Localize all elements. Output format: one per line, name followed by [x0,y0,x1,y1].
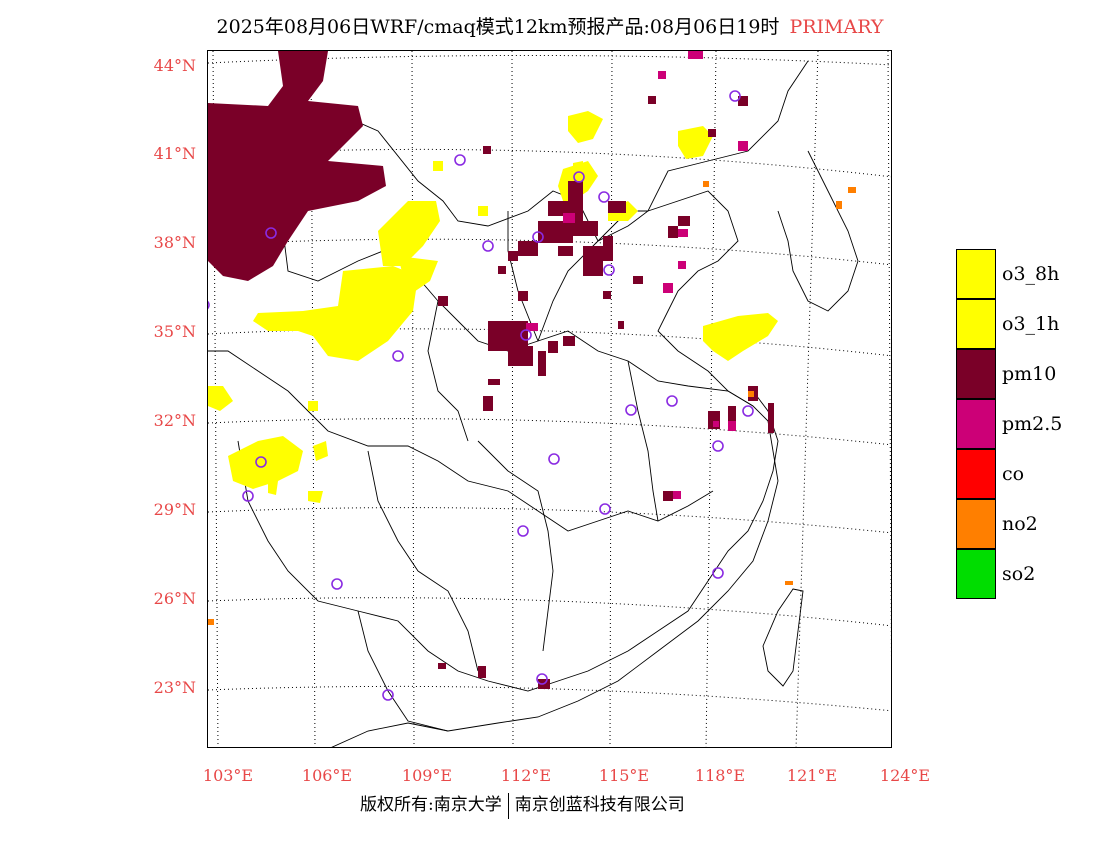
legend-swatch-co [956,449,996,499]
footer-separator [507,792,509,819]
legend-label-co: co [1002,463,1025,485]
lon-label-115: 115°E [598,766,650,785]
legend-item-pm25: pm2.5 [956,399,1086,449]
legend-label-o3-8h: o3_8h [1002,263,1060,285]
map-title: 2025年08月06日WRF/cmaq模式12km预报产品:08月06日19时 P… [0,12,1100,39]
lon-label-112: 112°E [500,766,552,785]
lon-label-109: 109°E [401,766,453,785]
lon-label-124: 124°E [879,766,931,785]
legend-swatch-o3-8h [956,249,996,299]
no2-scatter [208,181,856,625]
map-area[interactable] [207,50,892,748]
legend-swatch-no2 [956,499,996,549]
legend-swatch-o3-1h [956,299,996,349]
lat-label-26: 26°N [153,589,196,608]
lat-label-38: 38°N [153,233,196,252]
lon-label-118: 118°E [694,766,746,785]
legend: o3_8h o3_1h pm10 pm2.5 co no2 so2 [956,249,1086,599]
ozone-areas [208,111,778,503]
map-title-tag: PRIMARY [789,16,884,38]
legend-item-no2: no2 [956,499,1086,549]
legend-item-o3-1h: o3_1h [956,299,1086,349]
lat-label-44: 44°N [153,56,196,75]
copyright-footer: 版权所有:南京大学 南京创蓝科技有限公司 [360,790,685,819]
legend-label-no2: no2 [1002,513,1038,535]
pm10-north-area [208,51,386,281]
legend-item-so2: so2 [956,549,1086,599]
legend-item-co: co [956,449,1086,499]
legend-label-pm25: pm2.5 [1002,413,1063,435]
pm10-scatter [438,96,774,689]
lat-label-29: 29°N [153,500,196,519]
legend-item-o3-8h: o3_8h [956,249,1086,299]
legend-label-pm10: pm10 [1002,363,1057,385]
lat-label-23: 23°N [153,678,196,697]
legend-swatch-pm25 [956,399,996,449]
pm25-scatter [526,51,748,499]
legend-swatch-pm10 [956,349,996,399]
legend-swatch-so2 [956,549,996,599]
map-svg [208,51,891,747]
copyright-left: 版权所有:南京大学 [360,795,502,815]
lon-label-103: 103°E [202,766,254,785]
lon-label-121: 121°E [786,766,838,785]
lat-label-41: 41°N [153,144,196,163]
legend-label-so2: so2 [1002,563,1036,585]
legend-item-pm10: pm10 [956,349,1086,399]
legend-label-o3-1h: o3_1h [1002,313,1060,335]
station-markers [208,90,754,701]
lat-label-32: 32°N [153,411,196,430]
copyright-right: 南京创蓝科技有限公司 [514,795,685,815]
lat-label-35: 35°N [153,322,196,341]
lon-label-106: 106°E [301,766,353,785]
map-title-main: 2025年08月06日WRF/cmaq模式12km预报产品:08月06日19时 [216,16,780,38]
